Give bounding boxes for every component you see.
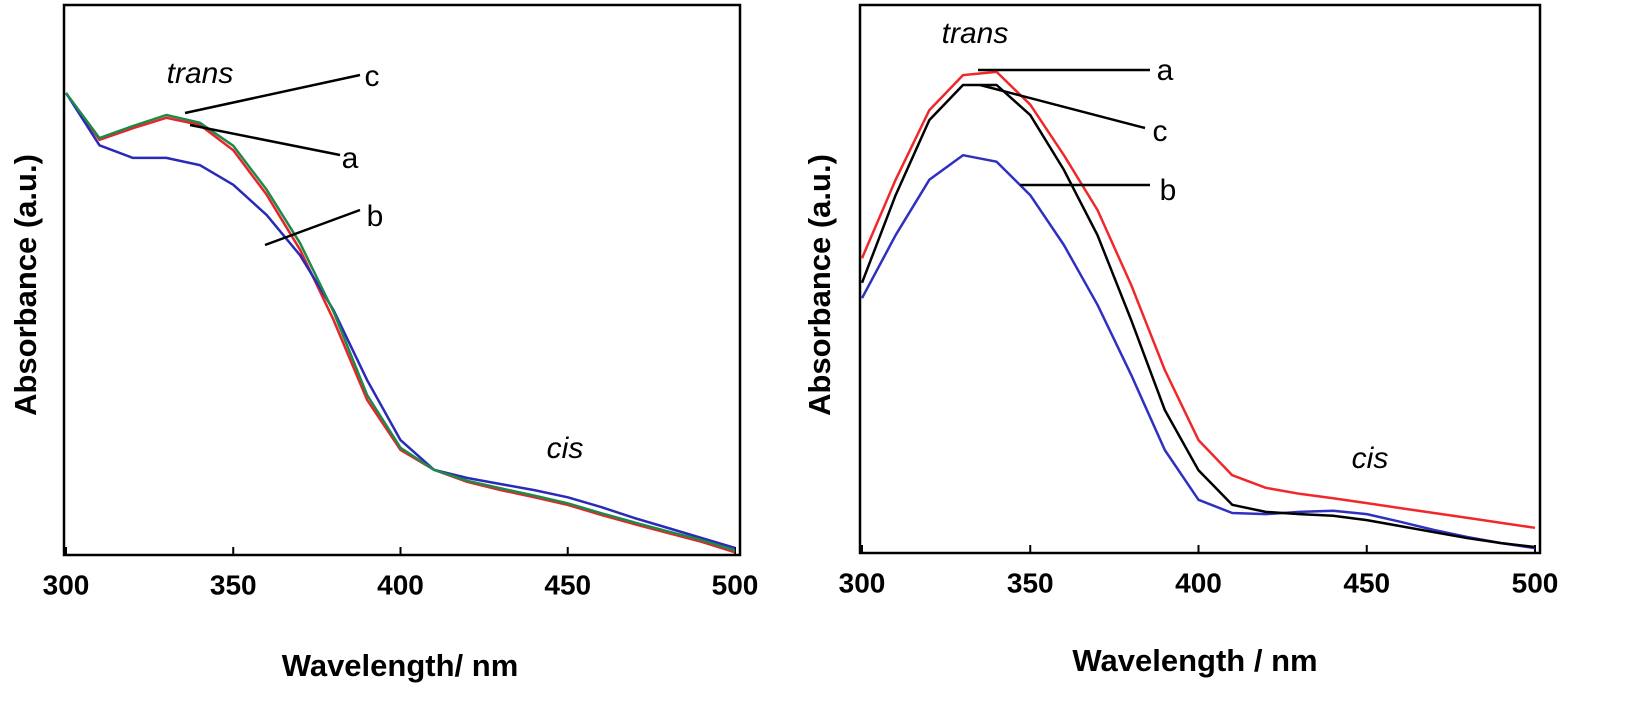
series-label: b	[367, 200, 384, 233]
plot-frame	[858, 3, 1542, 555]
leader-line	[979, 83, 1146, 130]
series-line	[64, 92, 736, 552]
y-axis-title: Absorbance (a.u.)	[8, 154, 43, 416]
series-label: c	[365, 60, 380, 93]
x-tick-label: 450	[1343, 567, 1390, 598]
x-tick-label: 350	[1007, 567, 1054, 598]
x-tick-label: 300	[43, 569, 90, 600]
x-tick-label: 500	[1512, 567, 1559, 598]
series-line	[860, 83, 1536, 549]
x-tick-label: 350	[210, 569, 257, 600]
x-tick-label: 400	[377, 569, 424, 600]
series-line	[64, 92, 736, 550]
x-tick-label: 300	[839, 567, 886, 598]
annotation: trans	[167, 57, 234, 90]
y-axis-title: Absorbance (a.u.)	[802, 154, 837, 416]
x-tick-label: 400	[1175, 567, 1222, 598]
series-label: a	[342, 142, 359, 175]
plot-frame	[62, 3, 742, 557]
series-label: a	[1157, 54, 1174, 87]
annotation: cis	[547, 432, 584, 465]
x-tick-label: 500	[712, 569, 759, 600]
annotation: trans	[942, 17, 1009, 50]
annotation: cis	[1352, 442, 1389, 475]
x-axis-title: Wavelength/ nm	[282, 648, 519, 683]
series-label: b	[1160, 174, 1177, 207]
series-label: c	[1153, 115, 1168, 148]
x-axis-title: Wavelength / nm	[1072, 643, 1317, 678]
series-line	[64, 92, 736, 554]
series-line	[860, 70, 1536, 530]
leader-line	[189, 123, 341, 157]
x-tick-label: 450	[544, 569, 591, 600]
series-line	[860, 153, 1536, 550]
leader-line	[184, 73, 361, 115]
leader-line	[264, 208, 361, 247]
